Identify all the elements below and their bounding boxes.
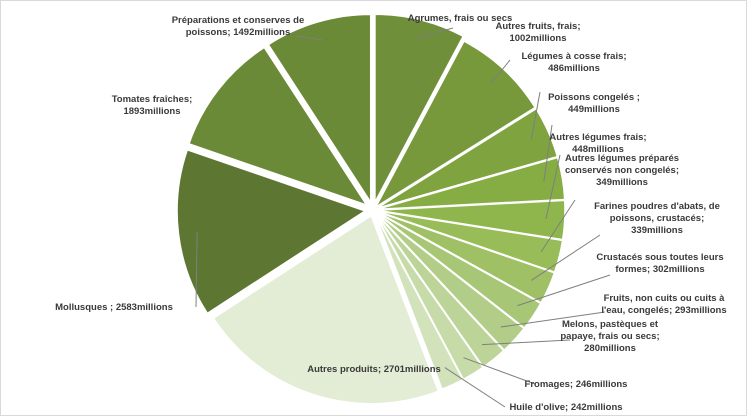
slice-label-line: 449millions (568, 104, 620, 115)
slice-label-line: 1893millions (123, 106, 180, 117)
slice-label-9: Fruits, non cuits ou cuits à l'eau, conge… (601, 293, 726, 316)
slice-label-3: Légumes à cosse frais; 486millions (521, 51, 626, 74)
pie-slice-16 (267, 13, 372, 205)
leader-line-11 (463, 357, 536, 385)
leader-line-9 (500, 311, 606, 328)
slice-label-4: Poissons congelés ; 449millions (548, 92, 640, 115)
slice-label-16: Préparations et conserves de poissons; 14… (172, 15, 305, 38)
slice-label-line: 486millions (548, 63, 600, 74)
slice-label-10: Melons, pastèques et papaye, frais ou sec… (560, 319, 659, 354)
pie-slices (176, 13, 566, 405)
slice-label-line: Autres légumes frais; (549, 132, 646, 143)
slice-label-line: 280millions (584, 343, 636, 354)
leader-line-7 (530, 234, 601, 281)
slice-label-line: Huile d'olive; 242millions (509, 402, 622, 413)
slice-label-line: Autres produits; 2701millions (307, 364, 441, 375)
pie-slice-4 (376, 156, 566, 211)
slice-label-6: Autres légumes préparés conservés non con… (565, 153, 679, 188)
leader-line-1 (415, 27, 454, 39)
slice-label-line: 349millions (596, 177, 648, 188)
slice-label-line: Agrumes, frais ou secs (408, 13, 513, 24)
leader-line-6 (540, 199, 576, 253)
leader-line-12 (444, 367, 506, 408)
slice-label-line: poissons, crustacés; (610, 213, 705, 224)
slice-label-5: Autres légumes frais; 448millions (549, 132, 646, 155)
leader-line-16 (295, 35, 323, 41)
slice-label-line: Autres légumes préparés (565, 153, 679, 164)
slice-label-line: Tomates fraîches; (112, 94, 193, 105)
slice-label-1: Agrumes, frais ou secs (408, 13, 513, 24)
slice-label-line: formes; 302millions (615, 264, 704, 275)
pie-slice-14 (176, 148, 367, 315)
pie-slice-3 (376, 107, 559, 210)
slice-label-line: conservés non congelés; (565, 165, 679, 176)
slice-label-line: poissons; 1492millions (186, 27, 291, 38)
leader-line-10 (481, 339, 571, 346)
slice-label-line: Farines poudres d'abats, de (594, 201, 720, 212)
slice-label-14: Mollusques ; 2583millions (55, 302, 173, 313)
leader-line-5 (545, 154, 561, 220)
pie-slice-1 (374, 13, 465, 203)
slice-label-line: Préparations et conserves de (172, 15, 305, 26)
slice-label-line: 339millions (631, 225, 683, 236)
leader-line-2 (490, 59, 511, 84)
pie-slice-13 (212, 214, 440, 405)
slice-label-line: 448millions (572, 144, 624, 155)
slice-label-line: Melons, pastèques et (562, 319, 659, 330)
slice-label-15: Tomates fraîches; 1893millions (112, 94, 193, 117)
slice-label-8: Crustacés sous toutes leurs formes; 302mi… (596, 252, 723, 275)
slice-label-line: Mollusques ; 2583millions (55, 302, 173, 313)
pie-slice-5 (376, 199, 566, 241)
slice-label-line: Poissons congelés ; (548, 92, 640, 103)
slice-label-line: Autres fruits, frais; (496, 21, 581, 32)
slice-label-line: Crustacés sous toutes leurs (596, 252, 723, 263)
slice-label-13: Autres produits; 2701millions (307, 364, 441, 375)
slice-label-line: Fruits, non cuits ou cuits à (604, 293, 726, 304)
leader-lines (195, 27, 611, 408)
slice-label-line: papaye, frais ou secs; (560, 331, 659, 342)
leader-line-4 (543, 124, 553, 182)
leader-line-8 (517, 274, 611, 307)
slice-label-7: Farines poudres d'abats, de poissons, cru… (594, 201, 720, 236)
leader-line-3 (530, 91, 541, 140)
slice-label-12: Huile d'olive; 242millions (509, 402, 622, 413)
pie-slice-15 (187, 46, 369, 207)
slice-label-line: Fromages; 246millions (525, 379, 628, 390)
leader-line-14 (195, 231, 198, 308)
slice-label-2: Autres fruits, frais; 1002millions (496, 21, 581, 44)
pie-slice-2 (373, 40, 537, 210)
slice-label-line: l'eau, congelés; 293millions (601, 305, 726, 316)
slice-label-11: Fromages; 246millions (525, 379, 628, 390)
slice-label-line: 1002millions (509, 33, 566, 44)
slice-label-line: Légumes à cosse frais; (521, 51, 626, 62)
